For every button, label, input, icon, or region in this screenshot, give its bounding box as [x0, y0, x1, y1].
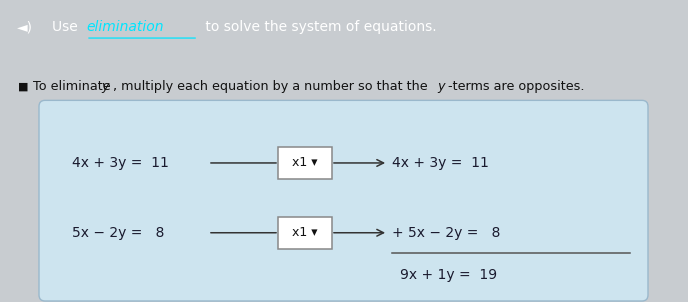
Text: y: y: [437, 80, 444, 93]
Text: 9x + 1y =  19: 9x + 1y = 19: [400, 268, 497, 282]
Text: ◄): ◄): [17, 20, 33, 34]
Text: 5x − 2y =   8: 5x − 2y = 8: [72, 226, 164, 240]
FancyBboxPatch shape: [278, 217, 332, 249]
Text: + 5x − 2y =   8: + 5x − 2y = 8: [392, 226, 500, 240]
Text: To eliminate: To eliminate: [33, 80, 115, 93]
FancyBboxPatch shape: [39, 100, 648, 301]
Text: ■: ■: [18, 81, 28, 92]
Text: 4x + 3y =  11: 4x + 3y = 11: [392, 156, 489, 170]
Text: y: y: [101, 80, 109, 93]
Text: , multiply each equation by a number so that the: , multiply each equation by a number so …: [113, 80, 431, 93]
FancyBboxPatch shape: [278, 147, 332, 179]
Text: -terms are opposites.: -terms are opposites.: [448, 80, 585, 93]
Text: 4x + 3y =  11: 4x + 3y = 11: [72, 156, 169, 170]
Text: x1 ▾: x1 ▾: [292, 226, 318, 239]
Text: elimination: elimination: [86, 20, 164, 34]
Text: to solve the system of equations.: to solve the system of equations.: [201, 20, 436, 34]
Text: Use: Use: [52, 20, 82, 34]
Text: x1 ▾: x1 ▾: [292, 156, 318, 169]
